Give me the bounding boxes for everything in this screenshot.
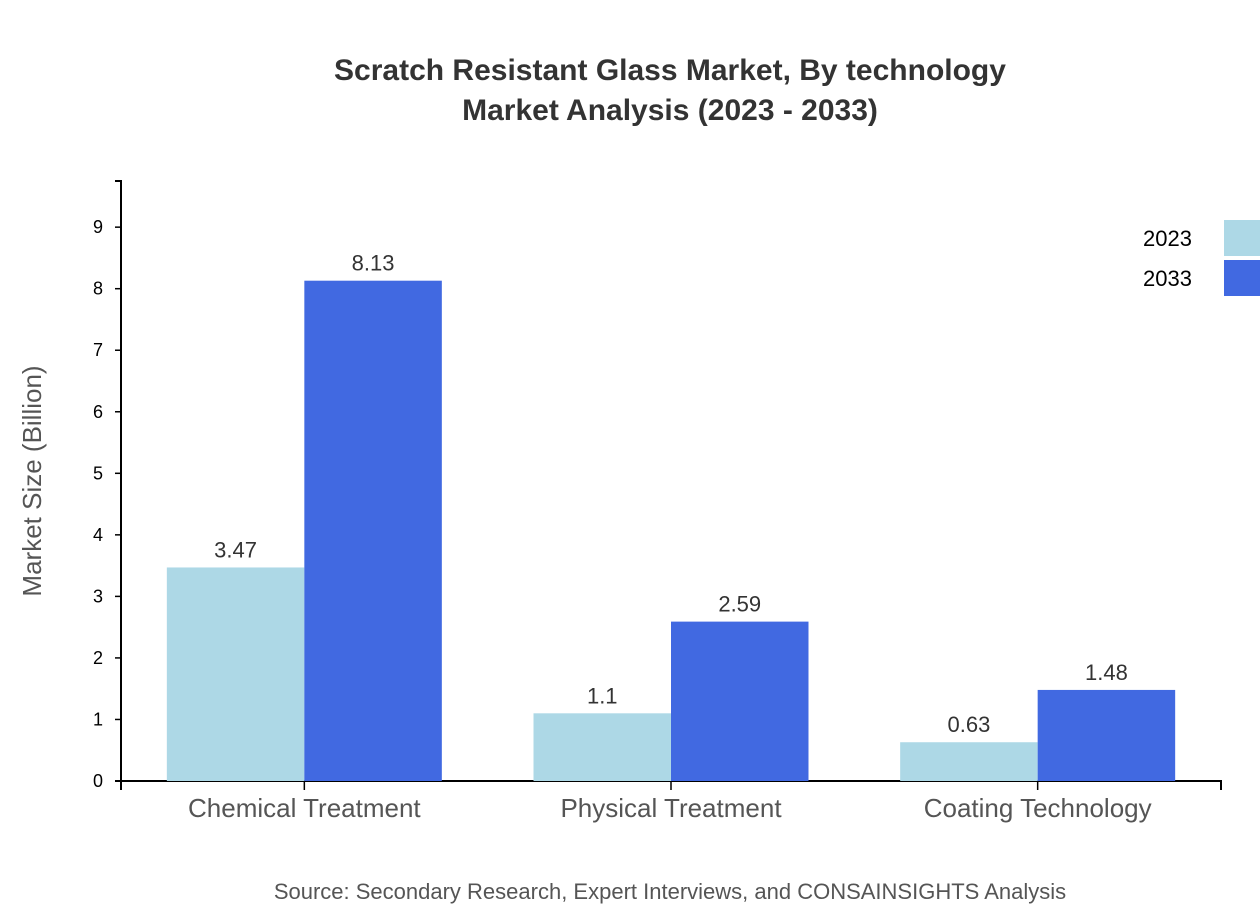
bar-2033: [304, 280, 442, 781]
y-tick-label: 6: [93, 402, 103, 422]
data-label: 1.1: [587, 683, 618, 708]
y-tick-label: 4: [93, 525, 103, 545]
chart-subtitle: Market Analysis (2023 - 2033): [462, 94, 878, 127]
data-label: 3.47: [214, 537, 257, 562]
chart-title: Scratch Resistant Glass Market, By techn…: [334, 54, 1006, 87]
legend-swatch-2023: [1224, 220, 1260, 256]
bar-2023: [166, 567, 305, 781]
y-tick-label: 3: [93, 586, 103, 606]
y-tick-label: 8: [93, 279, 103, 299]
y-tick-label: 2: [93, 648, 103, 668]
x-tick-label: Chemical Treatment: [188, 793, 421, 823]
legend-label: 2023: [1143, 226, 1192, 251]
bar-2033: [671, 621, 809, 781]
y-axis-label: Market Size (Billion): [17, 365, 47, 596]
y-axis: [115, 180, 122, 782]
source-note: Source: Secondary Research, Expert Inter…: [274, 879, 1066, 904]
data-label: 8.13: [352, 251, 395, 276]
bar-2023: [533, 713, 671, 781]
data-label: 1.48: [1085, 660, 1128, 685]
x-tick-label: Coating Technology: [924, 793, 1152, 823]
y-tick-label: 1: [93, 709, 103, 729]
y-tick-label: 7: [93, 340, 103, 360]
legend-swatch-2033: [1224, 260, 1260, 296]
y-tick-label: 0: [93, 771, 103, 791]
bar-2033: [1037, 689, 1176, 781]
data-label: 2.59: [718, 592, 761, 617]
y-tick-label: 5: [93, 463, 103, 483]
bar-2023: [900, 742, 1038, 781]
x-tick-label: Physical Treatment: [560, 793, 782, 823]
y-tick-label: 9: [93, 217, 103, 237]
legend-label: 2033: [1143, 266, 1192, 291]
data-label: 0.63: [948, 712, 991, 737]
